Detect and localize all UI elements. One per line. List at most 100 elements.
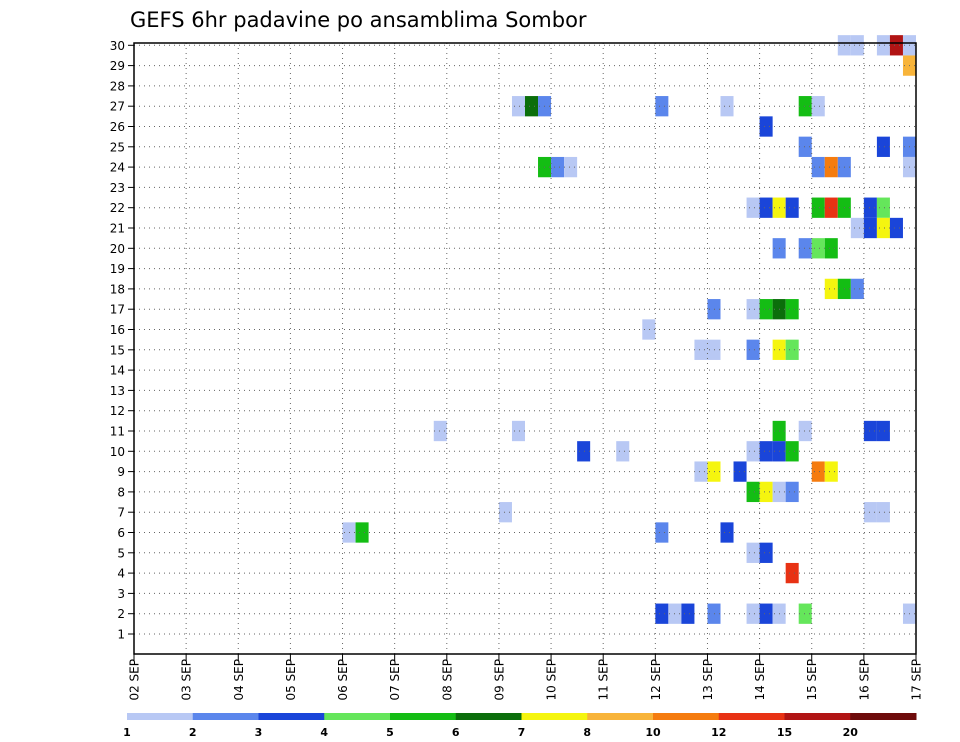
precip-cell xyxy=(707,603,721,624)
precip-cell xyxy=(564,156,578,178)
x-tick-label: 11 SEP xyxy=(597,659,611,701)
x-tick-label: 15 SEP xyxy=(805,659,819,701)
x-tick-label: 04 SEP xyxy=(232,659,246,701)
y-tick-label: 24 xyxy=(110,161,125,175)
precip-cell xyxy=(746,481,760,503)
precip-cell xyxy=(850,278,864,300)
y-tick-label: 21 xyxy=(110,222,125,236)
x-tick-label: 02 SEP xyxy=(128,659,142,701)
precip-cell xyxy=(863,420,877,442)
y-tick-label: 6 xyxy=(117,526,125,540)
precip-cell xyxy=(655,96,669,117)
colorbar-segment xyxy=(850,713,917,720)
precip-cell xyxy=(785,441,799,462)
precip-cell xyxy=(824,156,838,178)
colorbar-tick-label: 10 xyxy=(645,726,661,739)
colorbar-segment xyxy=(653,713,720,720)
precip-cell xyxy=(355,522,369,543)
x-tick-label: 07 SEP xyxy=(388,659,402,701)
precip-cell xyxy=(759,542,773,563)
precip-cell xyxy=(511,96,525,117)
precip-cell xyxy=(577,441,591,462)
precip-cell xyxy=(720,522,734,543)
x-tick-label: 17 SEP xyxy=(910,659,924,701)
plot-frame xyxy=(133,42,917,655)
precip-cell xyxy=(785,481,799,503)
y-tick-label: 13 xyxy=(110,384,125,398)
y-tick-label: 27 xyxy=(110,100,125,114)
precip-cell xyxy=(759,197,773,218)
y-tick-label: 17 xyxy=(110,303,125,317)
colorbar-tick-label: 6 xyxy=(452,726,460,739)
precip-cell xyxy=(759,116,773,137)
precip-cell xyxy=(824,238,838,259)
colorbar-segment xyxy=(587,713,654,720)
precip-cell xyxy=(863,197,877,218)
y-tick-label: 26 xyxy=(110,120,125,134)
precip-cell xyxy=(785,299,799,320)
precip-cell xyxy=(798,603,812,624)
chart-title: GEFS 6hr padavine po ansamblima Sombor xyxy=(130,8,587,32)
precip-cell xyxy=(850,217,864,239)
precip-cell xyxy=(707,339,721,360)
precip-cell xyxy=(733,461,747,482)
x-tick-label: 08 SEP xyxy=(440,659,454,701)
y-tick-label: 3 xyxy=(117,587,125,601)
plot-grid xyxy=(134,43,916,654)
y-tick-label: 8 xyxy=(117,485,125,499)
y-tick-label: 4 xyxy=(117,567,125,581)
colorbar-tick-label: 15 xyxy=(777,726,792,739)
colorbar-tick-label: 2 xyxy=(189,726,197,739)
y-tick-label: 16 xyxy=(110,323,125,337)
precip-cell xyxy=(746,603,760,624)
x-tick-label: 05 SEP xyxy=(284,659,298,701)
precip-cell xyxy=(798,420,812,442)
y-tick-label: 1 xyxy=(117,628,125,642)
precip-cell xyxy=(876,136,890,157)
colorbar-segment xyxy=(127,713,194,720)
precip-cell xyxy=(824,461,838,482)
y-tick-label: 2 xyxy=(117,607,125,621)
colorbar-tick-label: 7 xyxy=(518,726,526,739)
precip-cell xyxy=(811,238,825,259)
precip-cell xyxy=(876,217,890,239)
colorbar-segment xyxy=(718,713,785,720)
colorbar: 1 2 3 4 5 6 7 8 10 12 15 20 xyxy=(123,713,917,739)
y-tick-label: 29 xyxy=(110,59,125,73)
precip-cell xyxy=(876,197,890,218)
y-tick-label: 23 xyxy=(110,181,125,195)
precip-cell xyxy=(694,461,708,482)
precip-cell xyxy=(746,542,760,563)
colorbar-tick-label: 12 xyxy=(711,726,726,739)
precip-cell xyxy=(525,96,539,117)
precip-cell xyxy=(798,96,812,117)
y-tick-label: 7 xyxy=(117,506,125,520)
y-tick-label: 22 xyxy=(110,201,125,215)
precip-cell xyxy=(707,299,721,320)
x-tick-label: 06 SEP xyxy=(336,659,350,701)
colorbar-segment xyxy=(390,713,457,720)
x-axis: 02 SEP 03 SEP 04 SEP 05 SEP 06 SEP 07 SEP 08 S… xyxy=(128,654,924,701)
precip-cell xyxy=(876,35,890,56)
colorbar-tick-label: 4 xyxy=(320,726,328,739)
precip-cell xyxy=(746,299,760,320)
precip-cell xyxy=(746,197,760,218)
y-tick-label: 15 xyxy=(110,343,125,357)
colorbar-tick-label: 1 xyxy=(123,726,131,739)
precip-cell xyxy=(863,217,877,239)
y-tick-label: 30 xyxy=(110,39,125,53)
y-tick-label: 9 xyxy=(117,465,125,479)
y-axis: 1234567891011121314151617181920212223242… xyxy=(110,39,134,642)
colorbar-segment xyxy=(784,713,851,720)
precip-cell xyxy=(433,420,447,442)
y-tick-label: 10 xyxy=(110,445,125,459)
precip-cell xyxy=(798,238,812,259)
precip-cell xyxy=(655,603,669,624)
precip-cell xyxy=(759,299,773,320)
x-tick-label: 03 SEP xyxy=(180,659,194,701)
precip-cell xyxy=(889,217,903,239)
precip-cell xyxy=(746,339,760,360)
precip-cell xyxy=(824,197,838,218)
y-tick-label: 20 xyxy=(110,242,125,256)
precip-cell xyxy=(511,420,525,442)
